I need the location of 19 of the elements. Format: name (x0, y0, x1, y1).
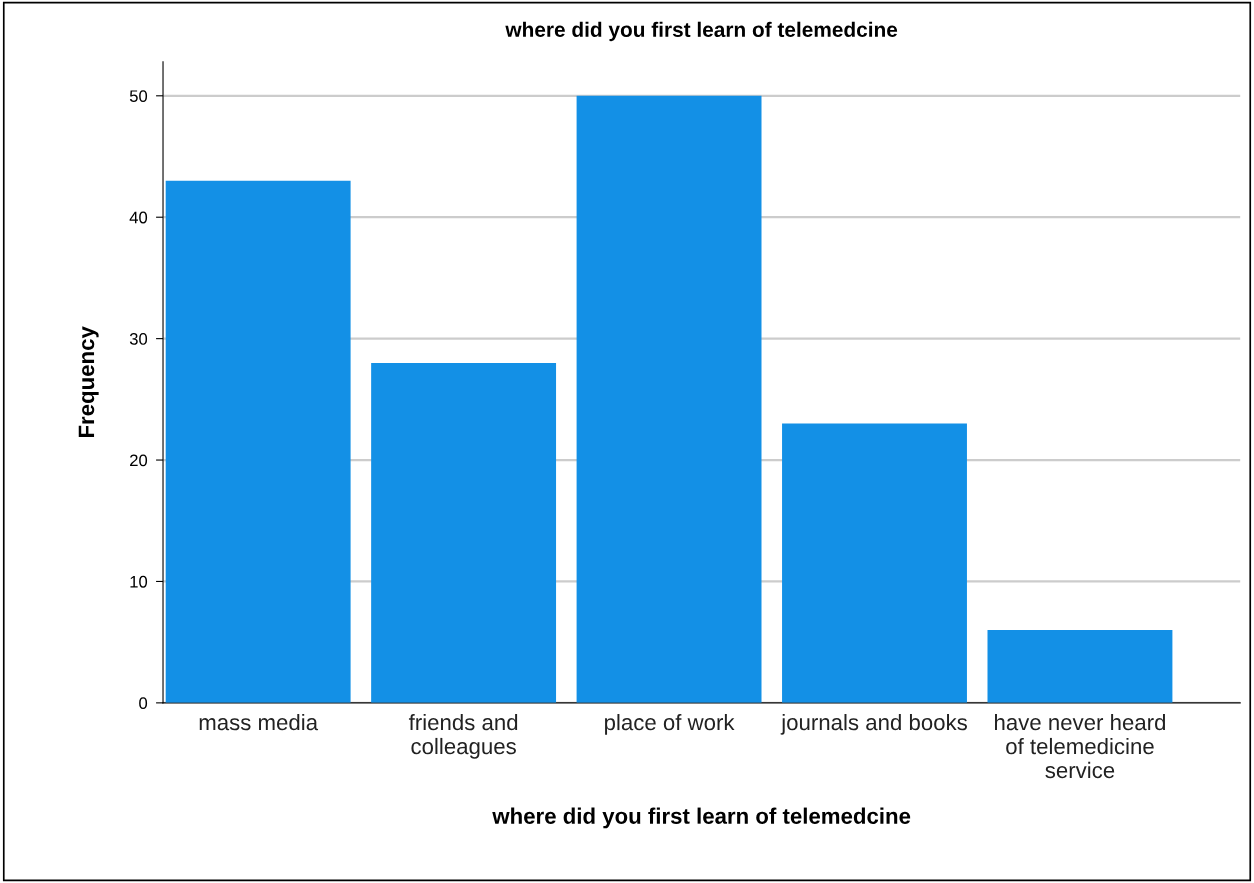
bar (782, 423, 967, 703)
x-tick-label: have never heard of telemedicine service (995, 713, 1166, 779)
bar (576, 95, 762, 703)
y-tick-label: 40 (129, 211, 148, 224)
bar (371, 362, 557, 703)
chart-title: where did you first learn of telemedcine (505, 21, 898, 42)
bar (165, 180, 351, 703)
x-axis-title: where did you first learn of telemedcine (492, 807, 911, 829)
y-tick-label: 0 (139, 697, 148, 710)
x-tick-label: place of work (605, 713, 735, 735)
y-tick-label: 10 (130, 575, 148, 588)
x-tick-label: mass media (199, 713, 319, 731)
y-tick-label: 20 (130, 454, 148, 467)
y-tick-label: 30 (129, 333, 148, 345)
y-axis-title: Frequency (78, 326, 99, 438)
bar (987, 630, 1173, 703)
y-tick-label: 50 (129, 90, 148, 103)
x-tick-label: friends and colleagues (408, 713, 518, 759)
x-tick-label: journals and books (780, 713, 967, 735)
